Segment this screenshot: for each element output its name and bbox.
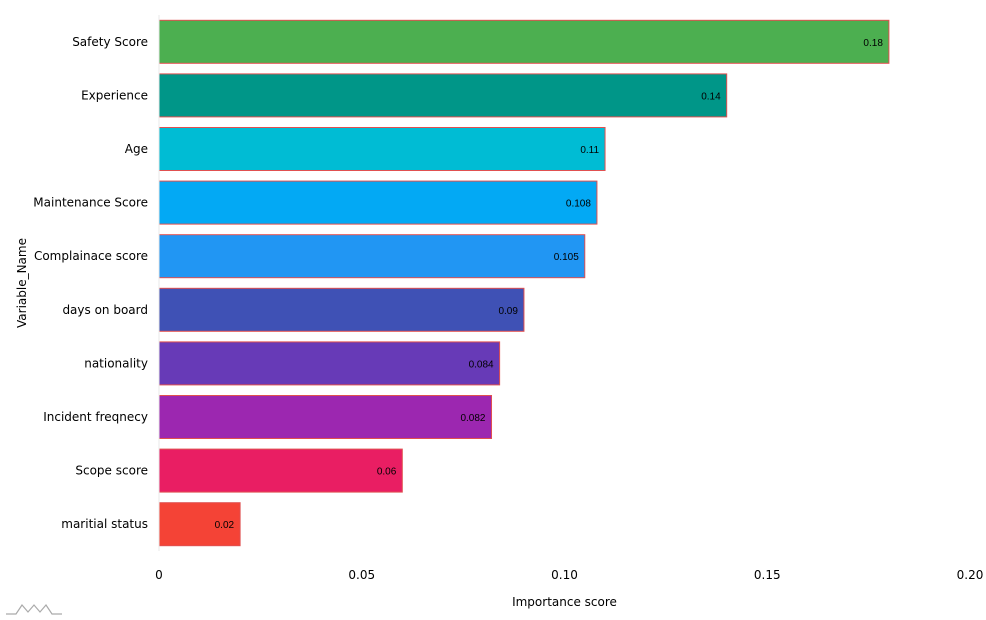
data-label: 0.02 [215, 520, 235, 531]
bar [158, 395, 493, 439]
data-label: 0.18 [863, 38, 883, 49]
bar [158, 127, 606, 171]
x-tick-label: 0.05 [348, 568, 375, 582]
x-tick-label: 0.15 [754, 568, 781, 582]
data-label: 0.11 [580, 145, 599, 156]
category-label: nationality [84, 356, 148, 370]
data-label: 0.09 [498, 306, 518, 317]
x-tick-labels: 0 0.05 0.10 0.15 0.20 [155, 568, 983, 582]
bar [158, 19, 890, 64]
x-tick-label: 0 [155, 568, 163, 582]
category-label: Scope score [75, 464, 148, 478]
x-tick-label: 0.10 [551, 568, 578, 582]
bar [158, 73, 728, 118]
data-label: 0.108 [566, 199, 591, 210]
category-label: Maintenance Score [33, 196, 148, 210]
bar [158, 234, 586, 279]
category-label: Safety Score [72, 35, 148, 49]
data-label: 0.06 [377, 467, 397, 478]
category-label: Incident freqnecy [43, 410, 148, 424]
category-label: maritial status [61, 517, 148, 531]
category-label: days on board [62, 303, 148, 317]
data-label: 0.105 [554, 252, 579, 263]
y-axis-title: Variable_Name [15, 238, 29, 328]
bar [158, 341, 501, 386]
chart-library-logo [6, 604, 62, 615]
category-label: Experience [81, 88, 148, 102]
bar [158, 448, 403, 493]
bars-group: 0.18 0.14 0.11 0.108 0.105 0.09 0.084 0.082 0.06… [158, 19, 890, 547]
x-tick-label: 0.20 [957, 568, 984, 582]
bar [158, 180, 598, 225]
data-label: 0.14 [701, 91, 721, 102]
data-label: 0.084 [469, 359, 494, 370]
category-label: Age [125, 142, 148, 156]
category-label: Complainace score [34, 249, 148, 263]
data-label: 0.082 [460, 413, 485, 424]
bar [158, 502, 241, 547]
bar [158, 287, 525, 332]
category-labels: Safety Score Experience Age Maintenance Sco… [33, 35, 148, 531]
x-axis-title: Importance score [512, 595, 617, 609]
